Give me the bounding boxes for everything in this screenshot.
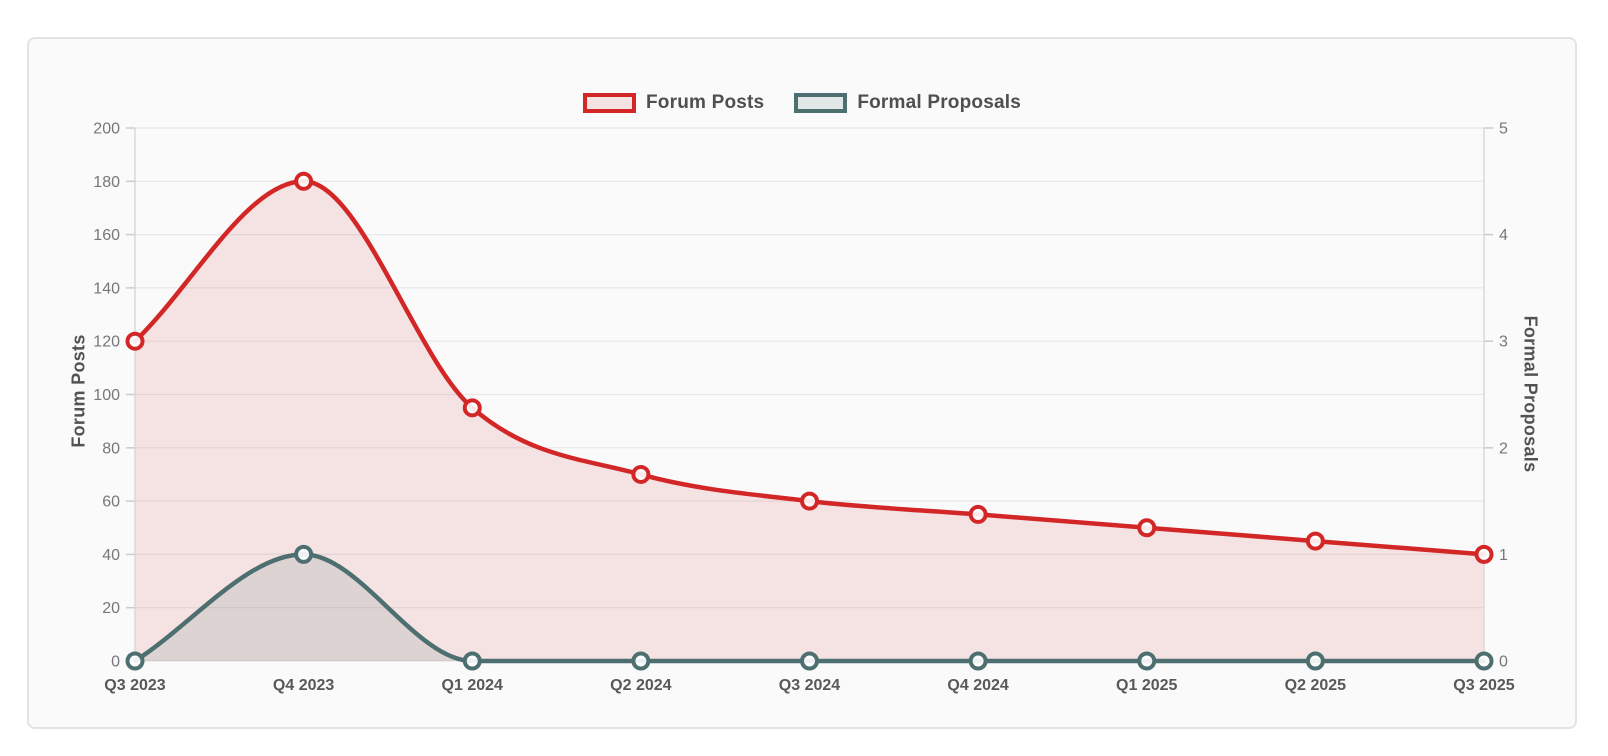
- x-axis-category-label: Q2 2025: [1285, 677, 1346, 694]
- forum-posts-swatch: [582, 93, 636, 113]
- forum-posts-point[interactable]: [968, 504, 988, 524]
- forum-posts-legend-label: Forum Posts: [645, 92, 765, 113]
- right-axis-tick-label: 4: [1499, 227, 1508, 244]
- formal-proposals-point[interactable]: [631, 651, 651, 671]
- forum-posts-point[interactable]: [294, 171, 314, 191]
- formal-proposals-point[interactable]: [1474, 651, 1494, 671]
- gridlines: [135, 127, 1484, 662]
- formal-proposals-point[interactable]: [125, 651, 145, 671]
- left-axis-tick-label: 140: [93, 280, 120, 297]
- right-axis-tick-label: 1: [1499, 547, 1508, 564]
- right-axis-tick-label: 2: [1499, 440, 1508, 457]
- left-axis-tick-label: 60: [102, 494, 120, 511]
- left-axis-tick-label: 160: [93, 227, 120, 244]
- axes: 0 20 40 60 80 100 120 140 160 180 200 0 1 2 3 4 5 Q3 2023…: [93, 121, 1514, 695]
- forum-posts-point[interactable]: [125, 331, 145, 351]
- x-axis-category-label: Q3 2025: [1453, 677, 1514, 694]
- left-axis-tick-label: 0: [111, 654, 120, 671]
- forum-posts-line: [132, 179, 1487, 557]
- formal-proposals-swatch: [794, 93, 848, 113]
- legend-item-forum-posts[interactable]: Forum Posts: [582, 92, 765, 114]
- formal-proposals-point[interactable]: [1305, 651, 1325, 671]
- left-axis-tick-label: 120: [93, 334, 120, 351]
- forum-posts-point[interactable]: [1137, 518, 1157, 538]
- chart-legend: Forum Posts Formal Proposals: [29, 92, 1575, 114]
- chart-card: Forum Posts Formal Proposals Forum Posts…: [27, 37, 1577, 729]
- forum-posts-point[interactable]: [462, 398, 482, 418]
- x-axis-category-label: Q3 2023: [104, 677, 165, 694]
- forum-posts-area: [135, 181, 1484, 661]
- x-axis-category-label: Q2 2024: [610, 677, 671, 694]
- left-axis-tick-label: 180: [93, 174, 120, 191]
- left-axis-tick-label: 20: [102, 600, 120, 617]
- dual-axis-line-chart: 0 20 40 60 80 100 120 140 160 180 200 0 1 2 3 4 5 Q3 2023…: [93, 121, 1514, 695]
- formal-proposals-point[interactable]: [294, 544, 314, 564]
- left-axis-tick-label: 40: [102, 547, 120, 564]
- left-axis-tick-label: 100: [93, 387, 120, 404]
- x-axis-category-label: Q3 2024: [779, 677, 840, 694]
- formal-proposals-point[interactable]: [462, 651, 482, 671]
- formal-proposals-point[interactable]: [968, 651, 988, 671]
- x-axis-category-label: Q1 2025: [1116, 677, 1177, 694]
- forum-posts-point[interactable]: [631, 464, 651, 484]
- forum-posts-point[interactable]: [800, 491, 819, 511]
- right-axis-tick-label: 0: [1499, 654, 1508, 671]
- x-axis-category-label: Q4 2023: [273, 677, 334, 694]
- right-axis-tick-label: 3: [1499, 334, 1508, 351]
- formal-proposals-point[interactable]: [800, 651, 819, 671]
- left-axis-tick-label: 200: [93, 121, 120, 138]
- formal-proposals-area: [135, 554, 1484, 661]
- formal-proposals-line: [132, 552, 1487, 664]
- forum-posts-point[interactable]: [1474, 544, 1494, 564]
- x-axis-category-label: Q1 2024: [442, 677, 503, 694]
- forum-posts-point[interactable]: [1305, 531, 1325, 551]
- formal-proposals-point[interactable]: [1137, 651, 1157, 671]
- left-axis-tick-label: 80: [102, 440, 120, 457]
- legend-item-formal-proposals[interactable]: Formal Proposals: [794, 92, 1021, 114]
- right-axis-tick-label: 5: [1499, 121, 1508, 138]
- formal-proposals-legend-label: Formal Proposals: [857, 92, 1022, 113]
- x-axis-category-label: Q4 2024: [947, 677, 1008, 694]
